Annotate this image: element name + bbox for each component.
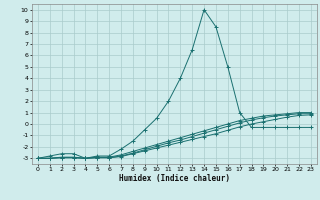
X-axis label: Humidex (Indice chaleur): Humidex (Indice chaleur): [119, 174, 230, 183]
